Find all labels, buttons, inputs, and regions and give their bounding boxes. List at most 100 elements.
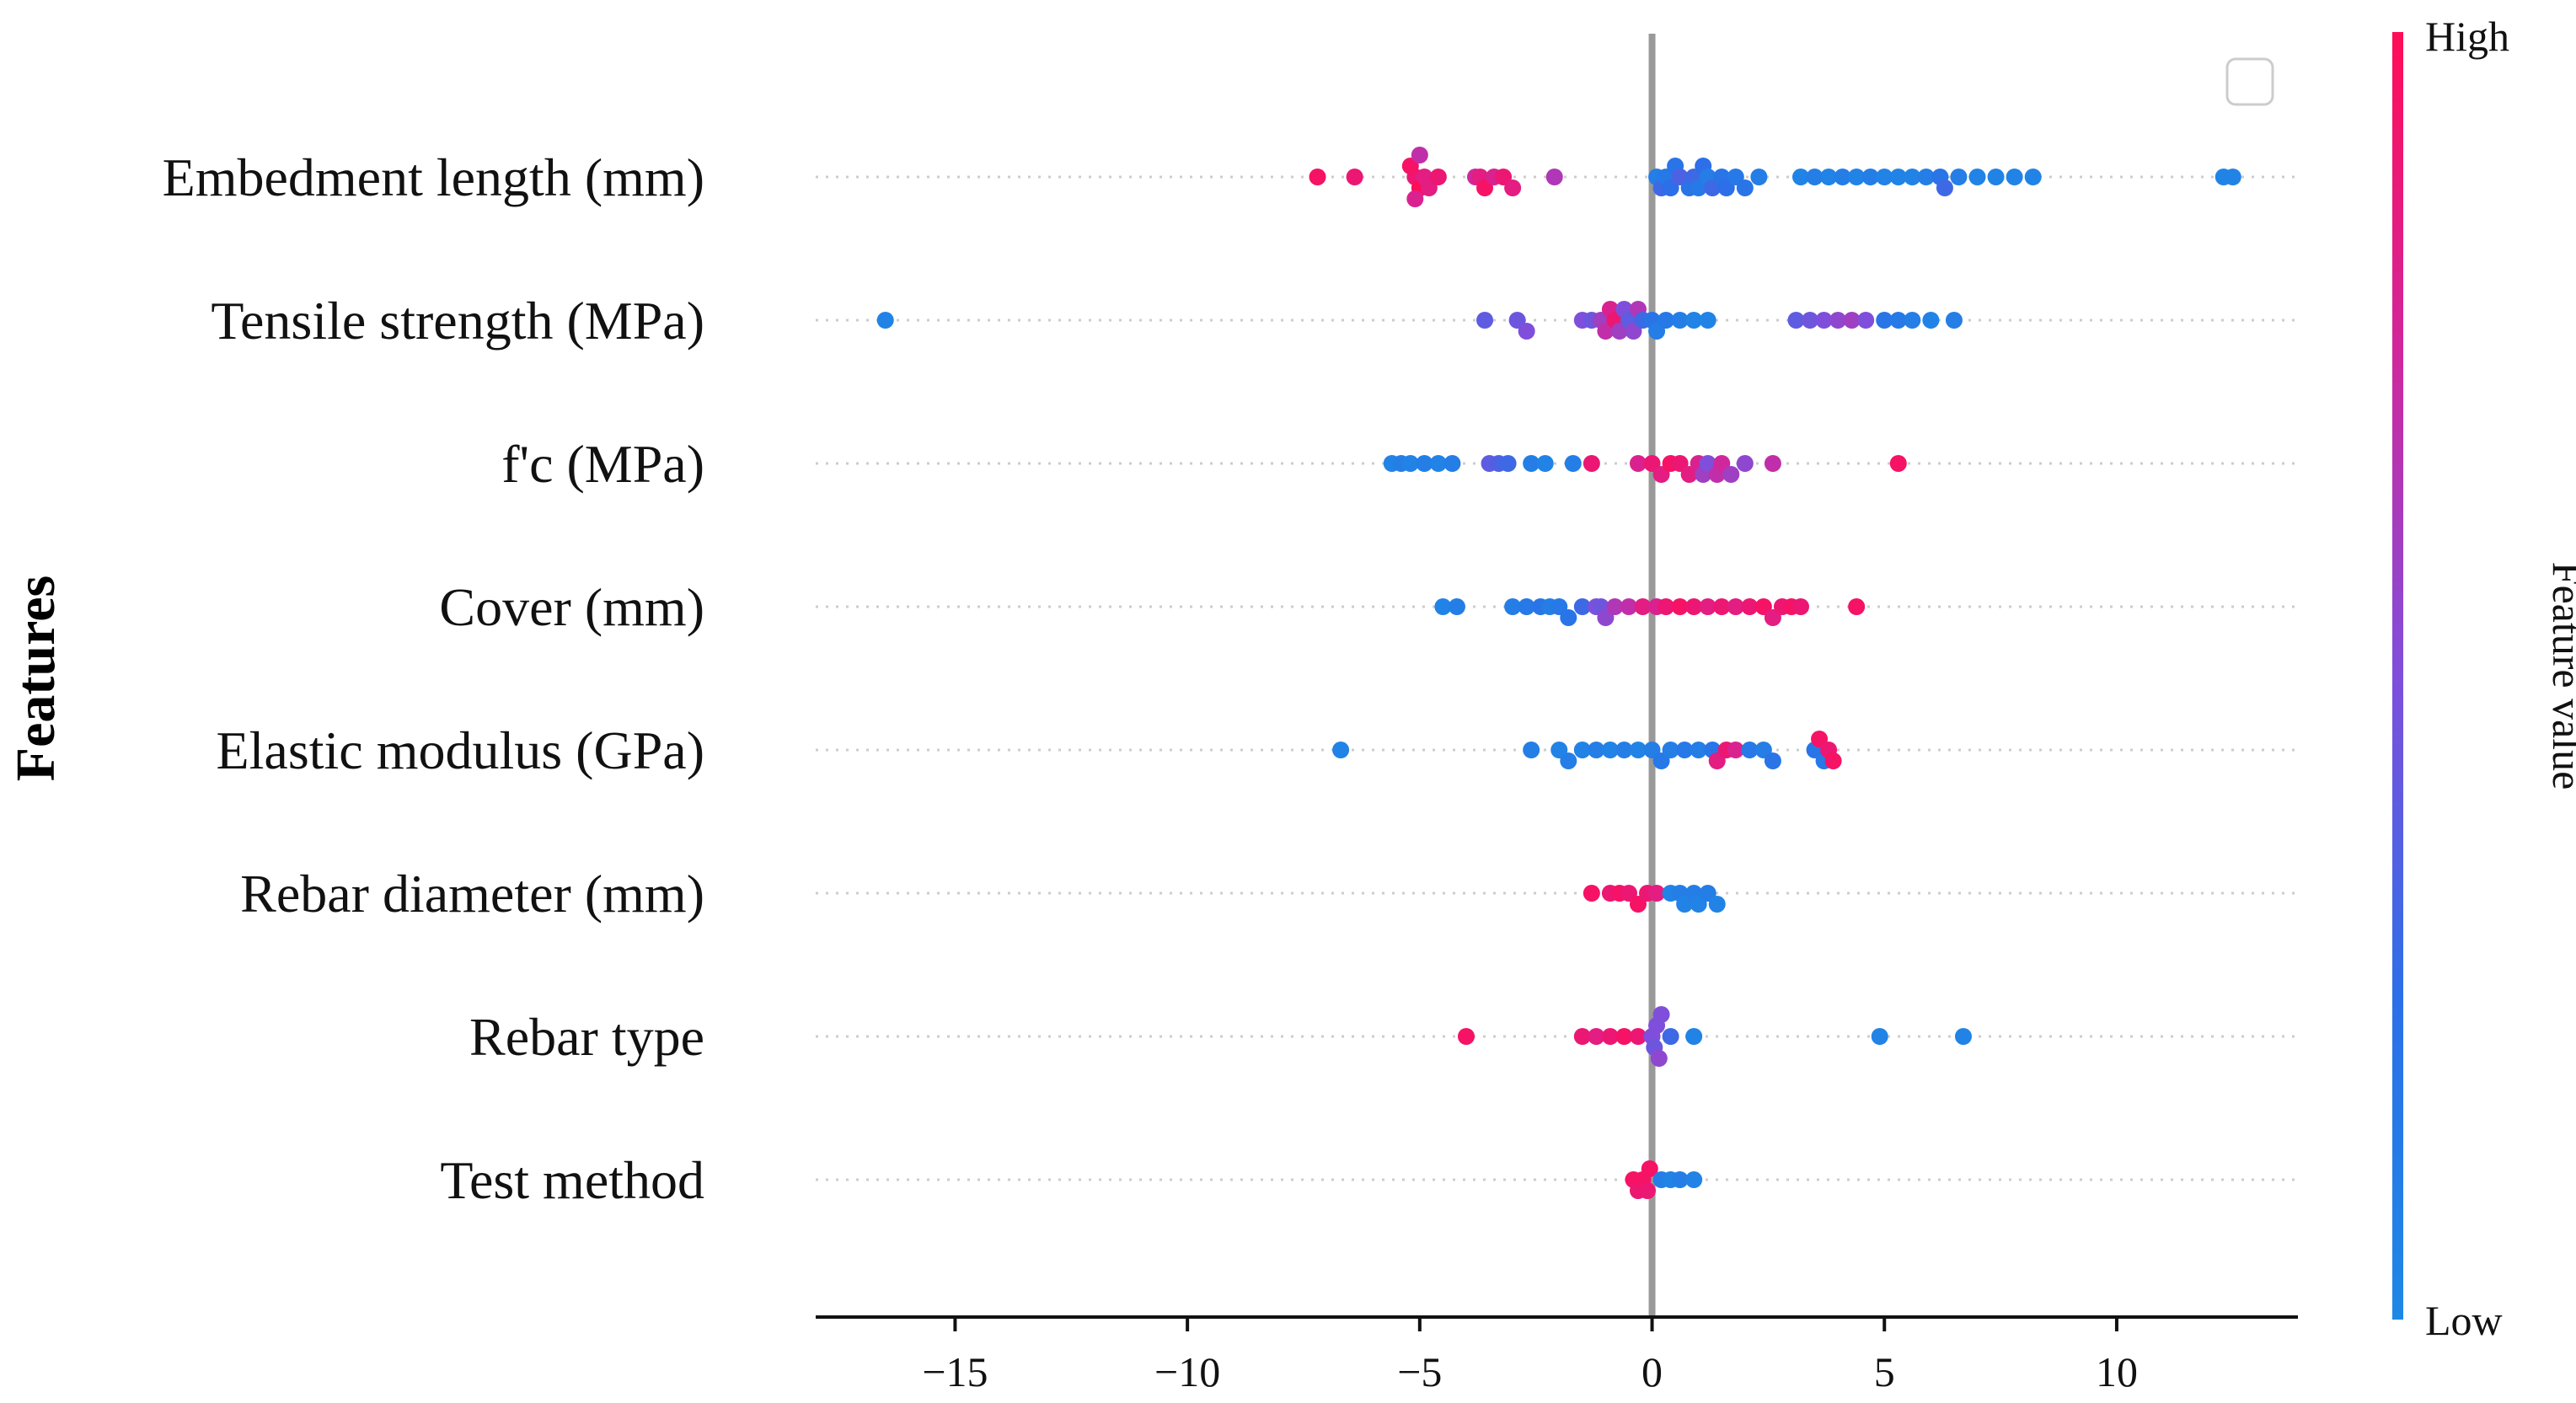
shap-point	[1606, 598, 1624, 615]
shap-point	[1652, 1006, 1670, 1023]
shap-point	[1680, 466, 1698, 483]
shap-point	[1420, 179, 1438, 196]
shap-point	[1876, 169, 1893, 185]
shap-point	[1434, 598, 1452, 615]
shap-point	[1861, 169, 1879, 185]
shap-point	[1741, 598, 1759, 615]
feature-label: Rebar diameter (mm)	[240, 864, 704, 924]
shap-point	[1401, 158, 1419, 174]
shap-point	[1615, 742, 1633, 758]
shap-point	[1597, 609, 1615, 626]
shap-point	[1620, 598, 1637, 615]
shap-point	[1685, 312, 1703, 329]
shap-point	[1504, 179, 1522, 196]
shap-point	[1713, 598, 1731, 615]
shap-point	[1560, 752, 1577, 769]
shap-point	[1523, 455, 1540, 472]
shap-point	[1495, 169, 1513, 185]
shap-point	[1936, 179, 1953, 196]
shap-point	[1741, 742, 1759, 758]
shap-point	[1652, 466, 1670, 483]
y-axis-label: Features	[5, 576, 67, 781]
shap-point	[1699, 455, 1716, 472]
shap-point	[1457, 1028, 1475, 1045]
shap-point	[1717, 179, 1735, 196]
shap-point	[1806, 169, 1824, 185]
shap-point	[2024, 169, 2042, 185]
shap-point	[1954, 1028, 1972, 1045]
shap-point	[1545, 169, 1563, 185]
legend-box	[2225, 57, 2274, 106]
shap-point	[1332, 742, 1350, 758]
shap-point	[1708, 896, 1726, 913]
shap-point	[1690, 896, 1707, 913]
shap-point	[1476, 312, 1494, 329]
shap-point	[1699, 312, 1716, 329]
feature-label: Embedment length (mm)	[163, 147, 704, 207]
shap-point	[1508, 312, 1526, 329]
shap-point	[1848, 598, 1866, 615]
shap-point	[1634, 598, 1652, 615]
shap-point	[876, 312, 894, 329]
shap-point	[1671, 312, 1689, 329]
shap-point	[1588, 742, 1605, 758]
shap-point	[1346, 169, 1363, 185]
shap-point	[1583, 885, 1600, 902]
shap-point	[1518, 598, 1535, 615]
shap-point	[1443, 455, 1461, 472]
shap-point	[1597, 323, 1615, 340]
shap-point	[1690, 742, 1707, 758]
shap-point	[1629, 742, 1647, 758]
shap-point	[1704, 179, 1722, 196]
shap-points	[876, 147, 2241, 1199]
feature-label: Rebar type	[469, 1007, 704, 1067]
shap-point	[1889, 312, 1907, 329]
shap-point	[1699, 885, 1716, 902]
shap-point	[1309, 169, 1326, 185]
shap-point	[1871, 1028, 1888, 1045]
shap-point	[1648, 885, 1666, 902]
feature-label: Elastic modulus (GPa)	[217, 720, 704, 780]
shap-point	[1583, 455, 1600, 472]
shap-point	[1573, 742, 1591, 758]
x-tick-label: 0	[1641, 1348, 1663, 1395]
shap-point	[1639, 1182, 1657, 1199]
shap-point	[1904, 312, 1921, 329]
shap-point	[1917, 169, 1935, 185]
row-gridlines	[816, 175, 2298, 1181]
shap-point	[1727, 169, 1744, 185]
shap-point	[1811, 731, 1829, 747]
shap-point	[1615, 1028, 1633, 1045]
shap-point	[1685, 1171, 1703, 1188]
shap-point	[1708, 752, 1726, 769]
shap-point	[1889, 455, 1907, 472]
shap-point	[1857, 312, 1875, 329]
shap-point	[1764, 609, 1781, 626]
feature-label: Cover (mm)	[439, 577, 704, 637]
shap-point	[1401, 455, 1419, 472]
shap-point	[1829, 312, 1847, 329]
shap-point	[1787, 312, 1805, 329]
x-tick-label: −10	[1154, 1348, 1220, 1395]
shap-point	[1754, 598, 1772, 615]
shap-point	[1416, 455, 1433, 472]
shap-point	[1550, 742, 1568, 758]
shap-point	[1987, 169, 2005, 185]
shap-point	[1722, 466, 1740, 483]
feature-labels: Embedment length (mm) Tensile strength (M…	[163, 147, 704, 1210]
shap-point	[1824, 752, 1842, 769]
shap-point	[1652, 752, 1670, 769]
shap-point	[1560, 609, 1577, 626]
shap-point	[1676, 742, 1694, 758]
shap-point	[1713, 455, 1731, 472]
shap-point	[1650, 1050, 1668, 1067]
colorbar	[2392, 32, 2403, 1320]
shap-point	[1601, 742, 1619, 758]
shap-point	[1662, 1028, 1679, 1045]
shap-point	[1671, 598, 1689, 615]
shap-point	[1658, 312, 1675, 329]
shap-point	[2006, 169, 2023, 185]
shap-point	[1588, 1028, 1605, 1045]
shap-point	[1834, 169, 1851, 185]
shap-point	[1629, 455, 1647, 472]
